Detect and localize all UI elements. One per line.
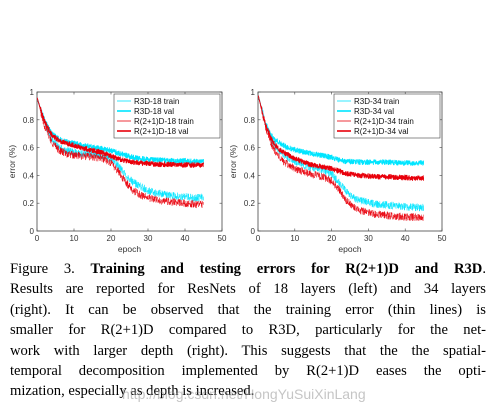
series-line — [258, 95, 424, 212]
caption-text: smaller for R(2+1)D compared to R3D, par… — [10, 322, 486, 339]
legend-entry: R(2+1)D-18 val — [134, 127, 189, 136]
x-tick-label: 0 — [35, 234, 40, 243]
plot-area — [37, 97, 204, 209]
y-tick-label: 0.2 — [244, 199, 256, 208]
x-axis-label: epoch — [118, 244, 141, 254]
legend-entry: R3D-34 train — [354, 97, 399, 106]
series-line — [37, 97, 204, 209]
y-tick-label: 0.6 — [244, 144, 256, 153]
plot-area — [258, 94, 425, 222]
series-line — [258, 94, 424, 222]
figure-caption: Figure 3. Training and testing errors fo… — [10, 259, 486, 402]
y-tick-label: 0.4 — [244, 171, 256, 180]
y-tick-label: 1 — [30, 88, 35, 97]
legend-entry: R3D-34 val — [354, 107, 394, 116]
series-line — [37, 97, 204, 168]
y-tick-label: 0.4 — [23, 171, 35, 180]
x-tick-label: 30 — [144, 234, 153, 243]
x-tick-label: 20 — [327, 234, 336, 243]
caption-line: work with larger depth (right). This sug… — [10, 341, 486, 361]
series-line — [37, 97, 204, 202]
watermark: http://blog.csdn.net/HongYuSuiXinLang — [122, 386, 366, 402]
x-tick-label: 50 — [218, 234, 227, 243]
y-axis-label: error (%) — [7, 145, 17, 179]
y-axis-label: error (%) — [228, 145, 238, 179]
caption-text: Figure 3. — [10, 261, 91, 277]
caption-line: (right). It can be observed that the tra… — [10, 300, 486, 320]
legend-entry: R(2+1)D-34 val — [354, 127, 409, 136]
caption-line: Figure 3. Training and testing errors fo… — [10, 259, 486, 279]
y-tick-label: 1 — [251, 88, 256, 97]
legend-entry: R(2+1)D-18 train — [134, 117, 194, 126]
caption-line: temporal decomposition implemented by R(… — [10, 361, 486, 381]
legend-entry: R(2+1)D-34 train — [354, 117, 414, 126]
caption-text: . — [482, 261, 486, 277]
y-tick-label: 0.8 — [244, 116, 256, 125]
x-tick-label: 0 — [256, 234, 261, 243]
legend-box — [113, 93, 221, 139]
series-line — [258, 95, 425, 166]
x-tick-label: 10 — [70, 234, 79, 243]
x-tick-label: 30 — [364, 234, 373, 243]
caption-text: temporal decomposition implemented by R(… — [10, 363, 486, 380]
caption-line: mization, especially as depth is increas… — [10, 381, 486, 401]
y-tick-label: 0.2 — [23, 199, 35, 208]
caption-line: smaller for R(2+1)D compared to R3D, par… — [10, 320, 486, 340]
x-tick-label: 50 — [438, 234, 447, 243]
caption-text: work with larger depth (right). This sug… — [10, 342, 486, 359]
chart-right-resnet34: 0 10 20 30 40 50 0 0.2 0.4 0.6 0.8 1 epoch error (%) R… — [228, 88, 447, 254]
caption-line: Results are reported for ResNets of 18 l… — [10, 279, 486, 299]
x-tick-label: 40 — [401, 234, 410, 243]
caption-text: (right). It can be observed that the tra… — [10, 301, 486, 318]
y-tick-label: 0.6 — [23, 144, 35, 153]
chart-left-resnet18: 0 10 20 30 40 50 0 0.2 0.4 0.6 0.8 1 epoch error (%) R… — [7, 88, 227, 254]
legend-entry: R3D-18 val — [134, 107, 174, 116]
plot-frame — [36, 91, 223, 232]
x-axis-label: epoch — [338, 244, 361, 254]
legend-box — [333, 93, 441, 139]
y-tick-label: 0.8 — [23, 116, 35, 125]
x-tick-label: 20 — [107, 234, 116, 243]
y-tick-label: 0 — [251, 227, 256, 236]
series-line — [258, 95, 425, 182]
x-tick-label: 40 — [181, 234, 190, 243]
caption-text: mization, especially as depth is increas… — [10, 383, 255, 400]
caption-title: Training and testing errors for R(2+1)D … — [90, 261, 483, 277]
caption-text: Results are reported for ResNets of 18 l… — [10, 281, 486, 298]
x-tick-label: 10 — [290, 234, 299, 243]
plot-frame — [257, 91, 443, 232]
y-tick-label: 0 — [30, 227, 35, 236]
legend-entry: R3D-18 train — [134, 97, 179, 106]
